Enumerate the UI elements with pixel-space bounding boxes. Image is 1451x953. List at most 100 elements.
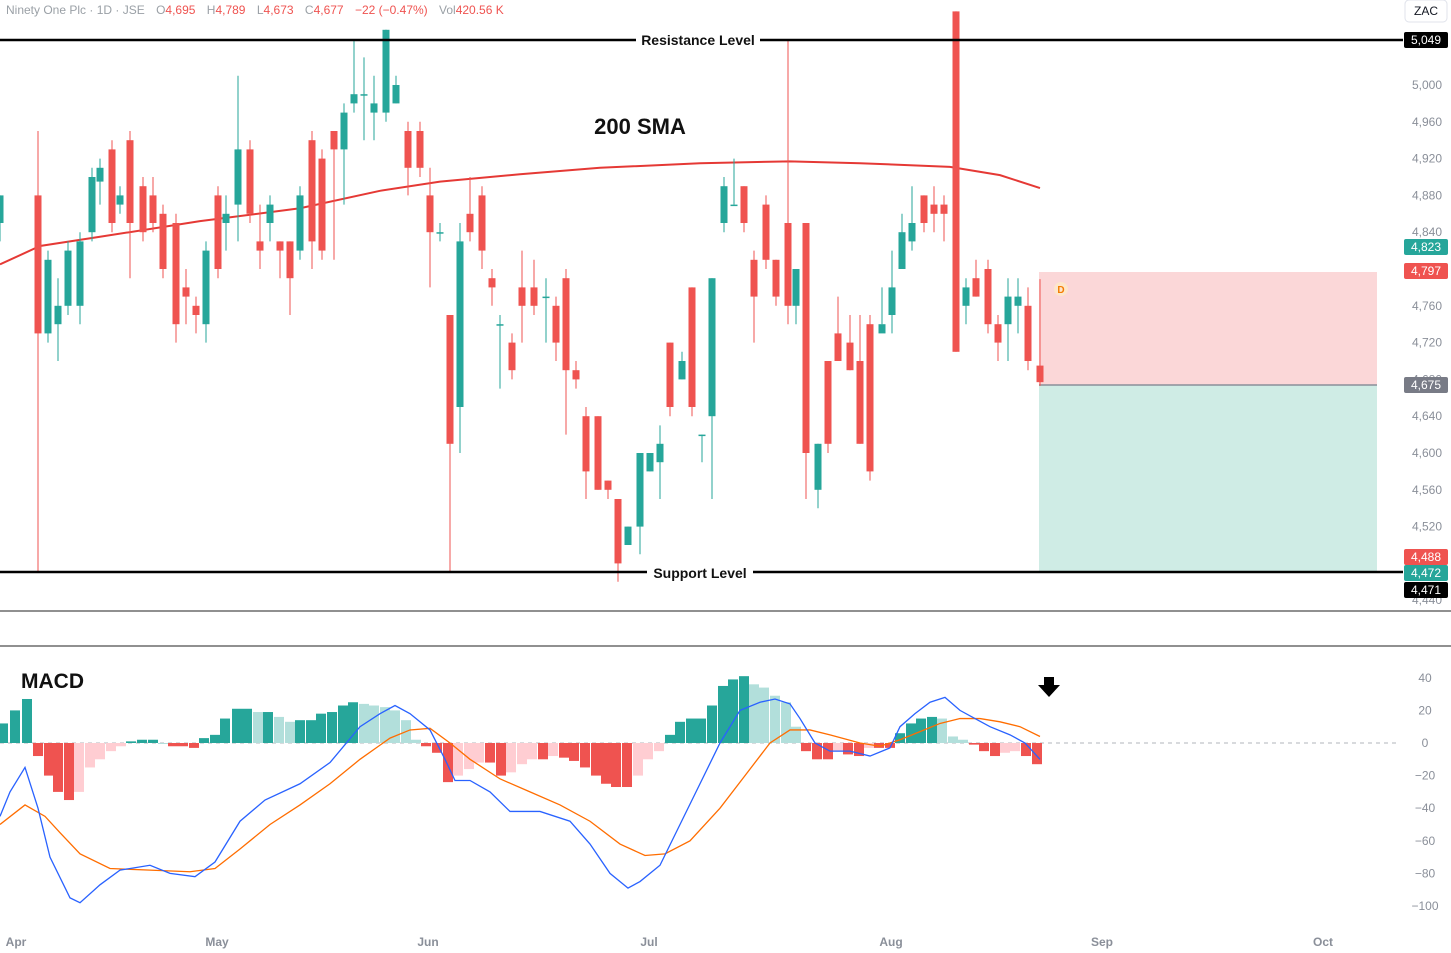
candle-body <box>234 149 242 205</box>
histogram-bar <box>696 718 706 743</box>
time-axis-label: Aug <box>879 935 902 949</box>
histogram-bar <box>686 718 696 743</box>
currency-label: ZAC <box>1414 4 1438 18</box>
candle-body <box>802 223 810 453</box>
price-tag-bg <box>1404 263 1448 279</box>
price-tag-label: 4,797 <box>1411 264 1441 278</box>
price-axis[interactable]: 5,0004,9604,9204,8804,8404,8004,7604,720… <box>1412 78 1442 607</box>
histogram-bar <box>464 743 474 770</box>
candle-body <box>582 416 590 472</box>
candle-body <box>834 333 842 361</box>
macd-tick-label: 20 <box>1418 703 1432 717</box>
histogram-bar <box>22 698 32 743</box>
histogram-bar <box>10 710 20 743</box>
histogram-bar <box>801 743 811 752</box>
candle-body <box>64 250 72 306</box>
open-label: O <box>156 3 165 17</box>
dividend-marker-label: D <box>1057 285 1064 296</box>
candle-body <box>192 305 200 315</box>
candle-body <box>750 259 758 297</box>
candle-body <box>518 287 526 306</box>
price-tag-bg <box>1404 582 1448 598</box>
price-tag-bg <box>1404 32 1448 48</box>
price-tag-label: 4,823 <box>1411 240 1441 254</box>
candle-body <box>350 94 358 104</box>
candle-body <box>762 204 770 260</box>
macd-tick-label: −80 <box>1415 866 1436 880</box>
macd-label: MACD <box>21 670 84 693</box>
histogram-bar <box>306 720 316 743</box>
price-tag-label: 5,049 <box>1411 33 1441 47</box>
histogram-bar <box>369 705 379 743</box>
macd-axis[interactable]: 40 20 0 −20 −40 −60 −80 −100 <box>1411 671 1438 913</box>
price-tick-label: 4,760 <box>1412 299 1442 313</box>
histogram-bar <box>85 743 95 768</box>
candle-body <box>508 342 516 371</box>
histogram-bar <box>517 743 527 765</box>
candle-body <box>984 269 992 325</box>
candle-body <box>286 241 294 279</box>
histogram-bar <box>781 702 791 743</box>
time-axis-label: Jul <box>640 935 657 949</box>
histogram-bar <box>74 743 84 792</box>
histogram-bar <box>622 743 632 788</box>
histogram-bar <box>421 743 431 747</box>
support-label: Support Level <box>653 565 746 581</box>
candle-body <box>108 149 116 223</box>
price-tick-label: 5,000 <box>1412 78 1442 92</box>
time-axis-label: Oct <box>1313 935 1333 949</box>
price-tag-label: 4,675 <box>1411 378 1441 392</box>
volume-value: 420.56 K <box>456 3 504 17</box>
symbol-legend[interactable]: Ninety One Plc · 1D · JSE O4,695 H4,789 … <box>6 3 504 17</box>
histogram-bar <box>380 707 390 743</box>
take-profit-zone[interactable] <box>1039 385 1377 572</box>
histogram-bar <box>220 718 230 743</box>
histogram-bar <box>33 743 43 757</box>
stop-loss-zone[interactable] <box>1039 272 1377 385</box>
candle-body <box>856 361 864 444</box>
histogram-bar <box>948 736 958 743</box>
candle-body <box>1036 365 1044 383</box>
price-tick-label: 4,880 <box>1412 188 1442 202</box>
candle-body <box>678 361 686 380</box>
candle-body <box>214 195 222 269</box>
candle-body <box>888 287 896 315</box>
sma200-line <box>0 160 1041 266</box>
candle-body <box>276 241 284 251</box>
currency-button[interactable] <box>1404 0 1448 23</box>
resistance-label-bg <box>636 30 760 50</box>
open-value: 4,695 <box>165 3 195 17</box>
histogram-bar <box>485 743 495 763</box>
histogram-bar <box>591 743 601 776</box>
candle-body <box>308 140 316 242</box>
price-tick-label: 4,520 <box>1412 520 1442 534</box>
time-axis[interactable]: Apr May Jun Jul Aug Sep Oct <box>6 935 1333 949</box>
candle-body <box>182 287 190 297</box>
candle-body <box>0 195 4 223</box>
time-axis-label: Jun <box>417 935 438 949</box>
histogram-bar <box>0 723 8 743</box>
histogram-bar <box>1000 743 1010 753</box>
candle-body <box>908 223 916 242</box>
dividend-marker-icon[interactable] <box>1054 282 1068 296</box>
histogram-bar <box>210 734 220 743</box>
histogram-bar <box>327 712 337 743</box>
volume-label: Vol <box>439 3 456 17</box>
candle-body <box>496 324 504 326</box>
histogram-bar <box>979 743 989 752</box>
histogram-bar <box>527 743 537 760</box>
histogram-bar <box>348 702 358 743</box>
histogram-bar <box>749 684 759 743</box>
histogram-bar <box>823 743 833 760</box>
histogram-bar <box>116 743 126 747</box>
candle-body <box>370 103 378 113</box>
histogram-bar <box>44 743 54 776</box>
low-label: L <box>257 3 264 17</box>
candle-body <box>340 112 348 150</box>
histogram-bar <box>864 743 874 748</box>
histogram-bar <box>95 743 105 760</box>
histogram-bar <box>759 687 769 743</box>
histogram-bar <box>937 718 947 743</box>
histogram-bar <box>411 739 421 743</box>
